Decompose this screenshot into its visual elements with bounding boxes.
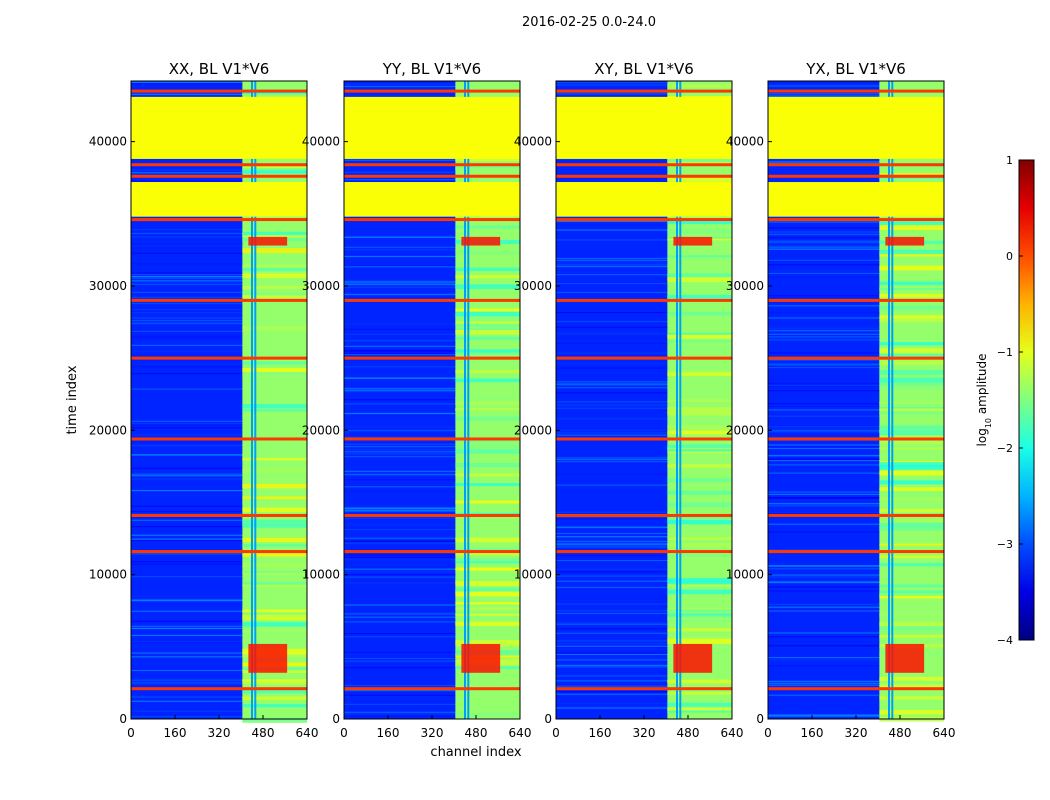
panel-yx: YX, BL V1*V6 0 160 320 480 640 0 10000 20000 3000… bbox=[726, 60, 956, 740]
x-tick-label: 160 bbox=[589, 726, 612, 740]
x-tick-label: 160 bbox=[801, 726, 824, 740]
x-tick-label: 0 bbox=[764, 726, 772, 740]
y-tick-label: 30000 bbox=[514, 279, 552, 293]
colorbar: 1 0 −1 −2 −3 −4 log10 amplitude bbox=[975, 154, 1035, 647]
x-tick-label: 480 bbox=[252, 726, 275, 740]
colorbar-tick-label: −1 bbox=[997, 346, 1013, 359]
x-tick-label: 480 bbox=[889, 726, 912, 740]
x-tick-label: 640 bbox=[721, 726, 744, 740]
y-tick-label: 20000 bbox=[89, 423, 127, 437]
y-tick-label: 40000 bbox=[89, 135, 127, 149]
x-tick-label: 320 bbox=[633, 726, 656, 740]
panel-yy: YY, BL V1*V6 0 160 320 480 640 0 10000 20000 3000… bbox=[302, 60, 532, 740]
heatmap-xy bbox=[556, 81, 732, 719]
y-tick-label: 0 bbox=[332, 712, 340, 726]
y-axis-label: time index bbox=[65, 365, 80, 434]
y-tick-label: 0 bbox=[544, 712, 552, 726]
y-tick-label: 10000 bbox=[514, 568, 552, 582]
colorbar-label: log10 amplitude bbox=[975, 354, 993, 447]
heatmap-xx bbox=[131, 81, 307, 723]
y-tick-label: 30000 bbox=[726, 279, 764, 293]
x-tick-label: 160 bbox=[377, 726, 400, 740]
x-tick-label: 480 bbox=[677, 726, 700, 740]
figure-suptitle: 2016-02-25 0.0-24.0 bbox=[522, 15, 656, 30]
colorbar-tick-label: 0 bbox=[1006, 250, 1013, 263]
y-tick-label: 10000 bbox=[302, 568, 340, 582]
y-tick-label: 30000 bbox=[302, 279, 340, 293]
y-tick-label: 20000 bbox=[514, 423, 552, 437]
x-tick-label: 640 bbox=[933, 726, 956, 740]
y-tick-label: 40000 bbox=[726, 135, 764, 149]
colorbar-gradient bbox=[1018, 159, 1035, 641]
y-tick-label: 10000 bbox=[89, 568, 127, 582]
panel-title: YX, BL V1*V6 bbox=[805, 60, 906, 78]
panel-group: XX, BL V1*V6 0 160 320 480 640 0 10000 20000 3000… bbox=[89, 60, 956, 740]
y-tick-label: 40000 bbox=[514, 135, 552, 149]
x-tick-label: 0 bbox=[552, 726, 560, 740]
heatmap-yy bbox=[344, 81, 520, 719]
x-tick-label: 480 bbox=[465, 726, 488, 740]
panel-title: YY, BL V1*V6 bbox=[382, 60, 481, 78]
x-axis-label: channel index bbox=[430, 745, 521, 760]
x-tick-label: 320 bbox=[208, 726, 231, 740]
x-tick-label: 320 bbox=[421, 726, 444, 740]
x-tick-label: 320 bbox=[845, 726, 868, 740]
colorbar-tick-label: −4 bbox=[997, 634, 1013, 647]
panel-title: XY, BL V1*V6 bbox=[594, 60, 694, 78]
x-tick-label: 640 bbox=[509, 726, 532, 740]
y-tick-label: 40000 bbox=[302, 135, 340, 149]
colorbar-tick-label: −2 bbox=[997, 442, 1013, 455]
x-tick-label: 0 bbox=[340, 726, 348, 740]
colorbar-tick-label: −3 bbox=[997, 538, 1013, 551]
y-tick-label: 10000 bbox=[726, 568, 764, 582]
x-tick-label: 640 bbox=[296, 726, 319, 740]
y-tick-label: 20000 bbox=[726, 423, 764, 437]
x-tick-label: 0 bbox=[127, 726, 135, 740]
panel-xx: XX, BL V1*V6 0 160 320 480 640 0 10000 20000 3000… bbox=[89, 60, 319, 740]
y-tick-label: 30000 bbox=[89, 279, 127, 293]
y-tick-label: 0 bbox=[119, 712, 127, 726]
colorbar-tick-label: 1 bbox=[1006, 154, 1013, 167]
panel-xy: XY, BL V1*V6 0 160 320 480 640 0 10000 20000 3000… bbox=[514, 60, 744, 740]
panel-title: XX, BL V1*V6 bbox=[169, 60, 270, 78]
x-tick-label: 160 bbox=[164, 726, 187, 740]
y-tick-label: 20000 bbox=[302, 423, 340, 437]
y-tick-label: 0 bbox=[756, 712, 764, 726]
heatmap-yx bbox=[768, 81, 944, 722]
